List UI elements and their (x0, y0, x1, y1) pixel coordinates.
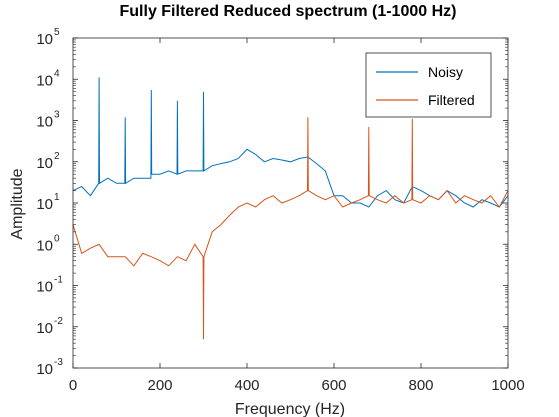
y-tick-label: 10 (36, 361, 53, 378)
legend-label-noisy: Noisy (428, 64, 463, 80)
x-tick-label: 600 (321, 377, 346, 394)
x-tick-label: 200 (147, 377, 172, 394)
legend: Noisy Filtered (365, 52, 492, 118)
chart-title: Fully Filtered Reduced spectrum (1-1000 … (120, 3, 457, 20)
y-tick-exponent: 0 (54, 233, 60, 244)
legend-box (365, 52, 492, 118)
y-tick-label: 10 (36, 196, 53, 213)
series-line-filtered (72, 117, 509, 340)
y-tick-exponent: -3 (54, 357, 63, 368)
plot-clip-group (72, 77, 509, 340)
y-tick-label: 10 (36, 114, 53, 131)
x-axis-label: Frequency (Hz) (235, 401, 345, 417)
y-tick-exponent: -2 (54, 316, 63, 327)
y-tick-exponent: 1 (54, 192, 60, 203)
legend-label-filtered: Filtered (428, 92, 475, 108)
y-tick-exponent: 2 (54, 151, 60, 162)
y-tick-label: 10 (36, 320, 53, 337)
y-tick-label: 10 (36, 155, 53, 172)
x-tick-label: 400 (234, 377, 259, 394)
y-axis-label: Amplitude (9, 168, 26, 239)
y-tick-exponent: 4 (54, 68, 60, 79)
x-tick-label: 1000 (491, 377, 524, 394)
y-tick-exponent: -1 (54, 275, 63, 286)
x-tick-label: 800 (408, 377, 433, 394)
y-tick-label: 10 (36, 279, 53, 296)
y-tick-label: 10 (36, 31, 53, 48)
y-tick-exponent: 5 (54, 27, 60, 38)
y-tick-exponent: 3 (54, 110, 60, 121)
series-line-noisy (72, 77, 509, 208)
y-tick-label: 10 (36, 237, 53, 254)
x-axis-ticks: 0 200 400 600 800 1000 (69, 38, 525, 394)
x-tick-label: 0 (69, 377, 77, 394)
y-tick-label: 10 (36, 72, 53, 89)
